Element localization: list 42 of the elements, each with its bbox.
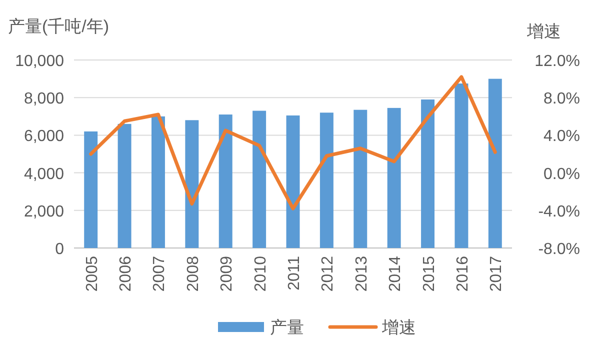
bar <box>421 99 435 248</box>
x-tick-label: 2015 <box>420 256 438 292</box>
x-tick-label: 2012 <box>320 256 337 292</box>
y-tick-label: 0 <box>55 241 64 258</box>
x-tick-label: 2006 <box>118 256 135 292</box>
bar <box>488 78 502 248</box>
y2-tick-label: 8.0% <box>544 90 580 108</box>
x-tick-label: 2011 <box>286 256 303 290</box>
x-tick-label: 2008 <box>184 256 202 292</box>
x-tick-label: 2017 <box>488 256 506 292</box>
bar <box>454 84 468 248</box>
y2-tick-label: -8.0% <box>538 241 580 258</box>
bar <box>151 116 165 248</box>
bar <box>252 110 266 248</box>
bar <box>320 112 334 248</box>
bar <box>84 131 98 248</box>
bar <box>118 124 132 248</box>
y2-tick-label: -4.0% <box>538 203 580 220</box>
bar <box>185 120 199 248</box>
y-tick-label: 10,000 <box>15 53 64 70</box>
y2-tick-label: 0.0% <box>544 166 580 183</box>
y-tick-label: 4,000 <box>24 166 64 183</box>
y-axis-title: 产量(千吨/年) <box>8 17 110 36</box>
y2-tick-label: 4.0% <box>544 128 580 146</box>
x-tick-label: 2005 <box>84 256 101 292</box>
bar <box>354 110 368 248</box>
y2-axis-title: 增速 <box>526 22 561 41</box>
bar <box>286 115 300 248</box>
x-tick-label: 2009 <box>218 256 236 292</box>
bar <box>218 114 232 248</box>
x-tick-label: 2016 <box>454 256 472 292</box>
y2-tick-label: 12.0% <box>534 53 580 70</box>
x-tick-label: 2007 <box>151 256 168 292</box>
y-tick-label: 6,000 <box>24 128 64 146</box>
x-tick-label: 2013 <box>353 256 370 292</box>
bar <box>387 108 401 248</box>
legend-label: 增速 <box>381 318 416 337</box>
x-tick-label: 2014 <box>387 256 404 292</box>
y-tick-label: 2,000 <box>24 203 64 220</box>
x-tick-label: 2010 <box>252 256 270 292</box>
legend-label: 产量 <box>270 318 304 337</box>
y-tick-label: 8,000 <box>24 90 64 108</box>
